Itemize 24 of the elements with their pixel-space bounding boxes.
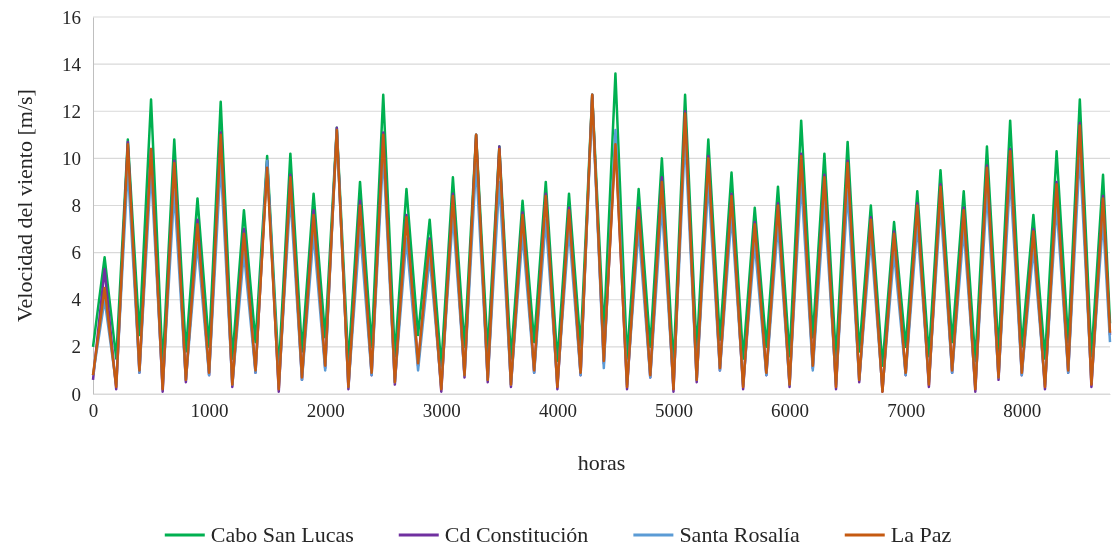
x-axis-title: horas [577, 450, 626, 475]
legend-label: Cd Constitución [444, 522, 589, 547]
y-tick-label: 0 [71, 383, 81, 405]
y-tick-label: 12 [62, 100, 81, 122]
legend-label: Cabo San Lucas [210, 522, 354, 547]
x-tick-label: 7000 [887, 400, 926, 422]
x-tick-label: 8000 [1003, 400, 1042, 422]
y-tick-label: 2 [71, 336, 81, 358]
x-tick-label: 5000 [654, 400, 693, 422]
legend-label: La Paz [890, 522, 952, 547]
y-tick-label: 16 [62, 6, 81, 28]
y-tick-label: 10 [62, 147, 81, 169]
x-tick-label: 3000 [422, 400, 461, 422]
y-tick-label: 8 [71, 195, 81, 217]
legend-label: Santa Rosalía [679, 522, 800, 547]
y-tick-label: 4 [71, 289, 82, 311]
y-tick-label: 14 [62, 53, 82, 75]
x-tick-label: 1000 [190, 400, 229, 422]
x-tick-label: 2000 [306, 400, 345, 422]
y-axis-title: Velocidad del viento [m/s] [12, 89, 37, 322]
x-tick-label: 4000 [538, 400, 577, 422]
x-tick-label: 0 [88, 400, 99, 422]
y-tick-label: 6 [71, 242, 81, 264]
x-tick-label: 6000 [771, 400, 810, 422]
